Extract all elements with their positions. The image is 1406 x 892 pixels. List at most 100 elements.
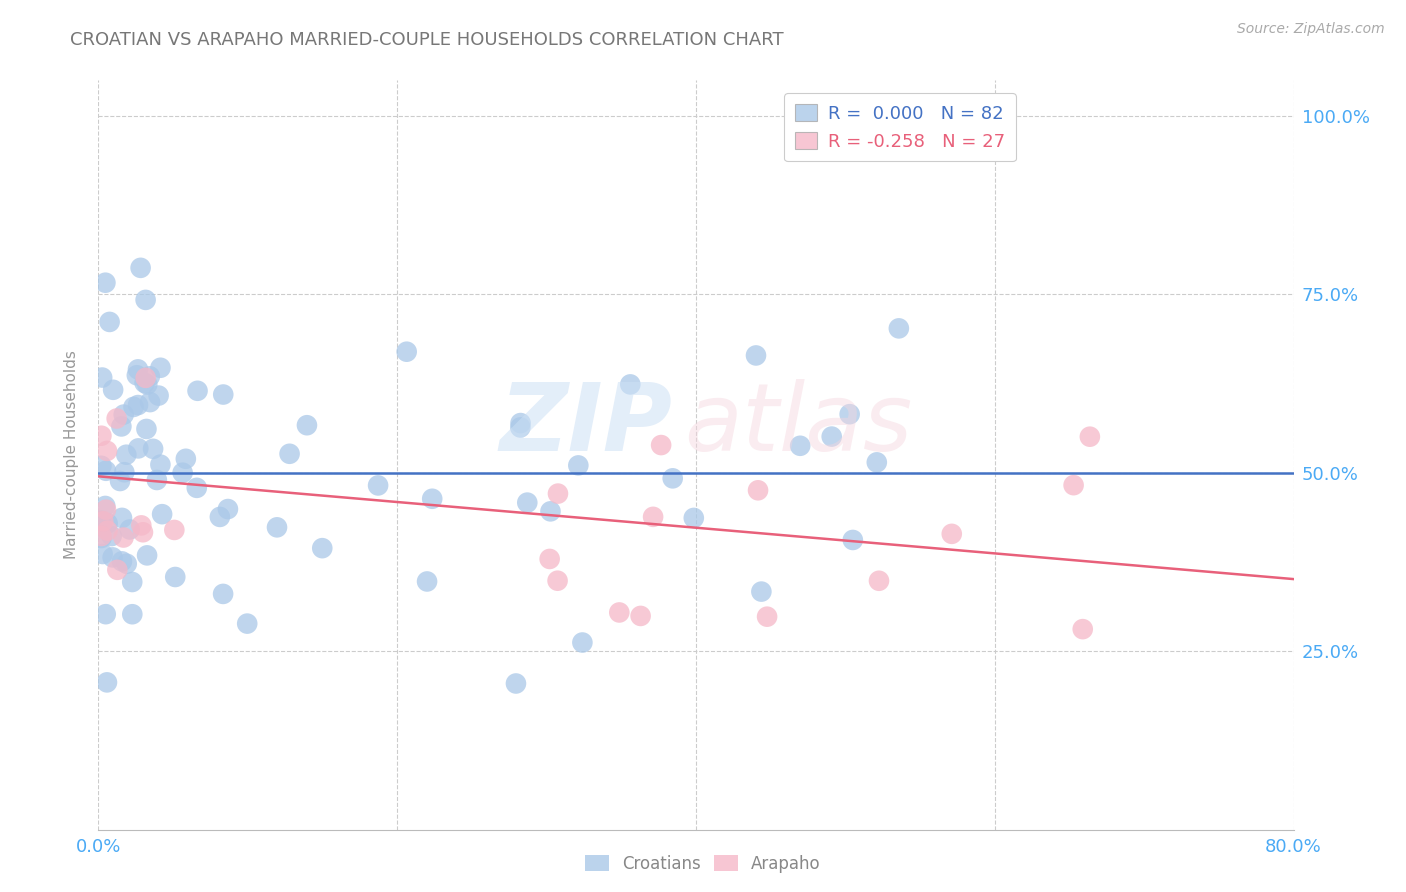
Point xyxy=(186,481,208,495)
Point xyxy=(821,429,844,443)
Point xyxy=(101,383,124,397)
Point xyxy=(661,471,683,485)
Point xyxy=(149,458,172,472)
Point xyxy=(121,607,143,622)
Point xyxy=(212,587,235,601)
Point xyxy=(311,541,333,556)
Point xyxy=(135,422,157,436)
Point xyxy=(139,369,162,384)
Point xyxy=(842,533,865,547)
Point xyxy=(112,531,135,545)
Point xyxy=(132,525,155,540)
Point xyxy=(172,466,194,480)
Point xyxy=(789,439,811,453)
Point xyxy=(91,514,114,528)
Point xyxy=(96,524,118,538)
Point xyxy=(650,438,672,452)
Point xyxy=(866,455,889,469)
Point xyxy=(94,464,117,478)
Point xyxy=(134,376,156,390)
Point xyxy=(266,520,288,534)
Point xyxy=(101,550,124,565)
Point xyxy=(747,483,769,498)
Point xyxy=(208,509,231,524)
Point xyxy=(838,407,860,421)
Point xyxy=(112,408,135,422)
Point xyxy=(1078,430,1101,444)
Point xyxy=(115,557,138,571)
Point xyxy=(682,511,704,525)
Point xyxy=(129,260,152,275)
Point xyxy=(1063,478,1085,492)
Point xyxy=(643,509,665,524)
Point xyxy=(367,478,389,492)
Point xyxy=(163,523,186,537)
Point xyxy=(105,411,128,425)
Point xyxy=(98,315,121,329)
Point xyxy=(547,574,569,588)
Point xyxy=(135,371,157,385)
Point xyxy=(538,552,561,566)
Point xyxy=(165,570,187,584)
Point xyxy=(416,574,439,589)
Text: atlas: atlas xyxy=(685,379,912,470)
Point xyxy=(1071,622,1094,636)
Point xyxy=(108,474,131,488)
Point xyxy=(295,418,318,433)
Point xyxy=(105,563,128,577)
Point xyxy=(111,511,134,525)
Point xyxy=(96,675,118,690)
Point xyxy=(516,495,538,509)
Point xyxy=(96,443,118,458)
Point xyxy=(121,574,143,589)
Point xyxy=(756,609,779,624)
Point xyxy=(135,293,157,307)
Point xyxy=(100,529,122,543)
Point xyxy=(607,606,630,620)
Point xyxy=(142,442,165,456)
Point xyxy=(111,554,134,568)
Point xyxy=(149,360,172,375)
Point xyxy=(745,348,768,362)
Point xyxy=(941,526,963,541)
Point xyxy=(420,491,443,506)
Point xyxy=(619,377,641,392)
Point xyxy=(217,502,239,516)
Point xyxy=(174,451,197,466)
Point xyxy=(91,370,114,384)
Point xyxy=(127,362,149,376)
Point xyxy=(127,442,149,456)
Point xyxy=(212,387,235,401)
Text: Source: ZipAtlas.com: Source: ZipAtlas.com xyxy=(1237,22,1385,37)
Point xyxy=(887,321,910,335)
Point xyxy=(90,458,112,473)
Point xyxy=(94,276,117,290)
Point xyxy=(94,499,117,513)
Point xyxy=(131,518,153,533)
Point xyxy=(395,344,418,359)
Point xyxy=(150,507,173,521)
Point xyxy=(868,574,890,588)
Point xyxy=(90,529,112,543)
Point xyxy=(751,584,773,599)
Point xyxy=(97,516,120,531)
Text: ZIP: ZIP xyxy=(499,379,672,471)
Point xyxy=(186,384,208,398)
Point xyxy=(630,609,652,624)
Legend: Croatians, Arapaho: Croatians, Arapaho xyxy=(579,848,827,880)
Point xyxy=(125,368,148,383)
Point xyxy=(94,607,117,622)
Point xyxy=(505,676,527,690)
Point xyxy=(115,448,138,462)
Point xyxy=(278,447,301,461)
Point xyxy=(127,398,149,412)
Point xyxy=(146,473,169,487)
Legend: R =  0.000   N = 82, R = -0.258   N = 27: R = 0.000 N = 82, R = -0.258 N = 27 xyxy=(785,93,1015,161)
Point xyxy=(540,504,562,518)
Point xyxy=(112,465,135,479)
Point xyxy=(571,635,593,649)
Point xyxy=(547,486,569,500)
Point xyxy=(90,428,112,442)
Point xyxy=(139,395,162,409)
Point xyxy=(110,419,132,434)
